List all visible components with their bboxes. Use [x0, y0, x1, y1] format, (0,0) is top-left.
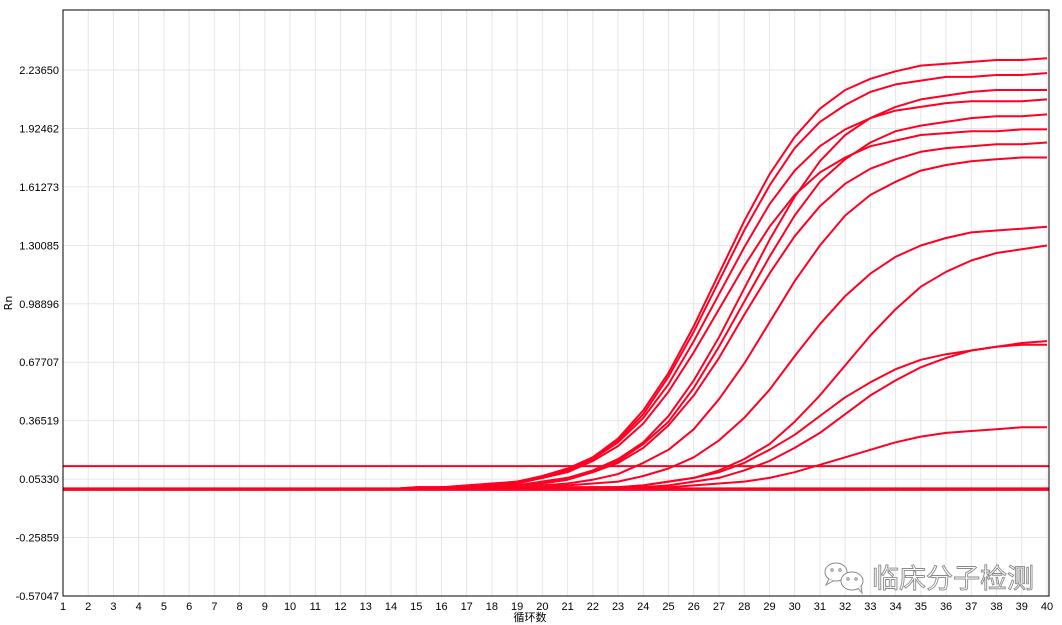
- x-tick-label: 16: [435, 601, 447, 613]
- x-tick-label: 5: [161, 601, 167, 613]
- x-tick-label: 32: [839, 601, 851, 613]
- x-tick-label: 15: [410, 601, 422, 613]
- x-tick-label: 37: [965, 601, 977, 613]
- x-tick-label: 22: [587, 601, 599, 613]
- y-tick-label: -0.57047: [16, 591, 59, 603]
- x-tick-label: 34: [889, 601, 901, 613]
- x-tick-label: 21: [561, 601, 573, 613]
- amplification-curve: [63, 113, 1048, 491]
- y-tick-label: 1.61273: [19, 182, 59, 194]
- x-tick-label: 19: [511, 601, 523, 613]
- amplification-curve: [63, 225, 1048, 491]
- x-tick-label: 30: [789, 601, 801, 613]
- x-tick-label: 6: [186, 601, 192, 613]
- x-tick-label: 12: [334, 601, 346, 613]
- watermark-text: 临床分子检测: [872, 564, 1034, 595]
- x-axis-ticks: 1 2 3 4 5 6 7 8 9 10 11 12 13 14 15 16 17 18 19 20 21 22 23 24 2…: [60, 601, 1053, 613]
- y-tick-label: 1.30085: [19, 240, 59, 252]
- y-tick-label: 2.23650: [19, 65, 59, 77]
- x-tick-label: 17: [461, 601, 473, 613]
- x-axis-label: 循环数: [514, 611, 547, 624]
- amplification-curve: [63, 141, 1048, 491]
- x-tick-label: 35: [915, 601, 927, 613]
- x-tick-label: 27: [713, 601, 725, 613]
- wechat-icon: [824, 562, 864, 595]
- x-tick-label: 10: [284, 601, 296, 613]
- amplification-curve: [63, 426, 1047, 491]
- x-tick-label: 28: [738, 601, 750, 613]
- x-tick-label: 3: [110, 601, 116, 613]
- x-tick-label: 36: [940, 601, 952, 613]
- y-tick-label: 0.36519: [19, 416, 59, 428]
- x-tick-label: 9: [262, 601, 268, 613]
- amplification-curve: [63, 156, 1047, 491]
- grid: [62, 10, 1049, 597]
- x-tick-label: 39: [1016, 601, 1028, 613]
- x-tick-label: 11: [310, 601, 321, 613]
- x-tick-label: 14: [385, 601, 397, 613]
- x-tick-label: 7: [211, 601, 217, 613]
- x-tick-label: 38: [990, 601, 1002, 613]
- x-tick-label: 25: [662, 601, 674, 613]
- x-tick-label: 8: [237, 601, 243, 613]
- x-tick-label: 4: [136, 601, 142, 613]
- y-tick-label: 0.67707: [19, 357, 59, 369]
- x-tick-label: 18: [486, 601, 498, 613]
- amplification-curve: [63, 57, 1048, 491]
- x-tick-label: 13: [360, 601, 372, 613]
- x-tick-label: 1: [60, 601, 66, 613]
- amplification-curve: [63, 128, 1047, 491]
- x-tick-label: 40: [1041, 601, 1053, 613]
- amplification-curve: [63, 343, 1047, 491]
- x-tick-label: 31: [814, 601, 826, 613]
- amplification-curve: [63, 89, 1047, 491]
- y-axis-ticks: -0.57047 -0.25859 0.05330 0.36519 0.67707 0.9…: [16, 65, 59, 603]
- y-tick-label: -0.25859: [16, 533, 59, 545]
- y-tick-label: 0.98896: [19, 299, 59, 311]
- amplification-curves: [63, 57, 1048, 491]
- x-tick-label: 29: [763, 601, 775, 613]
- y-tick-label: 1.92462: [19, 123, 59, 135]
- x-tick-label: 20: [536, 601, 548, 613]
- y-axis-label: Rn: [2, 296, 15, 311]
- x-tick-label: 24: [637, 601, 649, 613]
- amplification-curve: [63, 72, 1048, 491]
- x-tick-label: 26: [688, 601, 700, 613]
- x-tick-label: 23: [612, 601, 624, 613]
- y-tick-label: 0.05330: [19, 474, 59, 486]
- x-tick-label: 33: [864, 601, 876, 613]
- x-tick-label: 2: [85, 601, 91, 613]
- plot-frame: [62, 9, 1050, 597]
